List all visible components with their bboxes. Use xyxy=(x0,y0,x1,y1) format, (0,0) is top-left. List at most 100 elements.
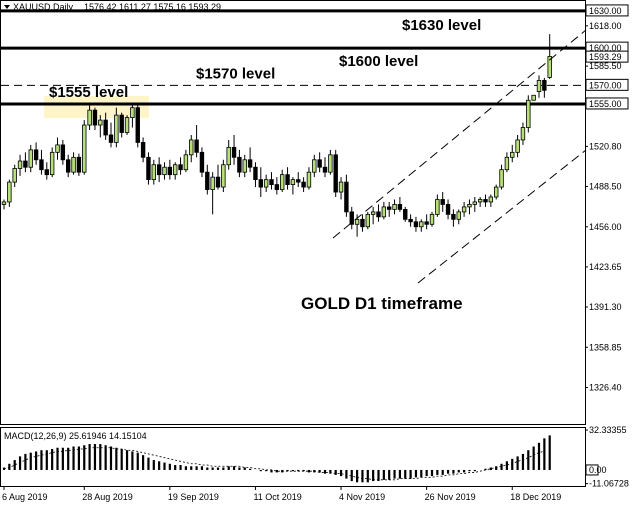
candle xyxy=(493,184,499,200)
candle-body-down xyxy=(397,204,403,210)
candle xyxy=(12,164,17,188)
candle xyxy=(451,209,456,227)
candle-body-up xyxy=(531,94,536,101)
price-tick-label: 1520.80 xyxy=(589,141,622,151)
candle xyxy=(151,159,156,185)
candle-body-down xyxy=(360,218,365,228)
candle-body-up xyxy=(172,164,178,176)
candle-body-up xyxy=(392,204,397,210)
candle-body-up xyxy=(419,221,424,228)
candle xyxy=(440,192,445,212)
candle-body-down xyxy=(542,79,547,91)
candle xyxy=(483,194,488,207)
price-label-frame xyxy=(585,78,629,91)
candle-body-down xyxy=(178,164,183,171)
candle xyxy=(547,34,552,79)
candle-body-up xyxy=(461,206,467,213)
candle-body-up xyxy=(499,169,504,188)
candle xyxy=(87,105,92,131)
candle xyxy=(365,211,370,230)
candle-body-up xyxy=(493,186,499,198)
candle xyxy=(360,214,365,232)
candle-body-up xyxy=(279,174,285,190)
menu-triangle-icon[interactable] xyxy=(4,5,10,9)
price-tick-label: 1326.40 xyxy=(589,383,622,393)
candle xyxy=(205,164,210,195)
candle-body-down xyxy=(103,119,108,136)
candle xyxy=(1,199,7,210)
candle xyxy=(392,199,397,215)
candle xyxy=(290,177,296,195)
candle-body-up xyxy=(510,151,515,158)
candle-body-down xyxy=(194,139,199,153)
candle xyxy=(296,172,301,188)
candle xyxy=(504,152,510,173)
level-1600-label: $1600 level xyxy=(339,53,418,70)
candle xyxy=(178,157,183,175)
level-1555-label: $1555 level xyxy=(49,84,128,101)
candle-body-down xyxy=(376,211,381,218)
candle-body-up xyxy=(130,107,135,119)
candle xyxy=(467,199,472,215)
candle xyxy=(103,112,108,140)
level-lines xyxy=(1,9,585,106)
candle-body-up xyxy=(354,218,360,225)
candle-body-down xyxy=(76,156,82,173)
candle xyxy=(338,177,344,200)
candle-body-up xyxy=(312,159,317,173)
candle xyxy=(386,201,392,217)
candle xyxy=(536,75,542,98)
price-label-text: 1555.00 xyxy=(589,99,622,109)
candle-body-up xyxy=(189,139,194,156)
candle-body-up xyxy=(49,151,55,176)
candle xyxy=(328,149,333,175)
candle xyxy=(285,167,290,190)
candle xyxy=(269,172,274,190)
candle xyxy=(520,122,526,145)
candle xyxy=(515,134,520,158)
macd-zero-box xyxy=(585,464,599,476)
candle-body-up xyxy=(124,117,130,133)
candle xyxy=(413,216,419,232)
candle xyxy=(210,172,215,215)
candle-body-down xyxy=(440,199,445,205)
candle xyxy=(49,147,55,178)
candle-body-down xyxy=(140,142,146,158)
candle xyxy=(119,112,124,138)
candle-body-down xyxy=(451,213,456,220)
candle xyxy=(312,154,317,178)
price-tick-label: 1618.00 xyxy=(589,21,622,31)
candle-body-down xyxy=(205,171,210,190)
price-label-box: 1570.00 xyxy=(585,78,629,91)
candle-body-down xyxy=(349,211,354,225)
candle-body-up xyxy=(226,146,231,166)
candle xyxy=(274,177,280,195)
candle xyxy=(403,206,408,222)
candle xyxy=(189,134,194,163)
candle-body-down xyxy=(386,206,392,210)
candle-body-up xyxy=(456,211,461,220)
candle xyxy=(429,211,435,227)
candle-body-down xyxy=(215,176,221,188)
candle xyxy=(33,142,39,165)
candle xyxy=(456,209,461,225)
time-tick-label: 4 Nov 2019 xyxy=(339,492,385,502)
candle xyxy=(263,174,269,193)
candle xyxy=(82,120,87,175)
candle-body-down xyxy=(199,151,205,173)
trend-channel xyxy=(332,29,587,284)
candle-body-up xyxy=(370,211,376,215)
candle xyxy=(424,214,429,230)
candle xyxy=(44,162,49,180)
candle-body-down xyxy=(258,179,263,188)
level-1630-label: $1630 level xyxy=(402,17,481,34)
candle-body-up xyxy=(467,204,472,208)
candle-body-down xyxy=(483,199,488,203)
candle xyxy=(76,153,82,176)
candle xyxy=(124,115,130,135)
macd-signal-line xyxy=(3,447,545,481)
candle xyxy=(381,201,387,220)
candle-body-up xyxy=(28,149,33,168)
candle-body-up xyxy=(7,181,12,203)
candle-body-down xyxy=(44,169,49,176)
